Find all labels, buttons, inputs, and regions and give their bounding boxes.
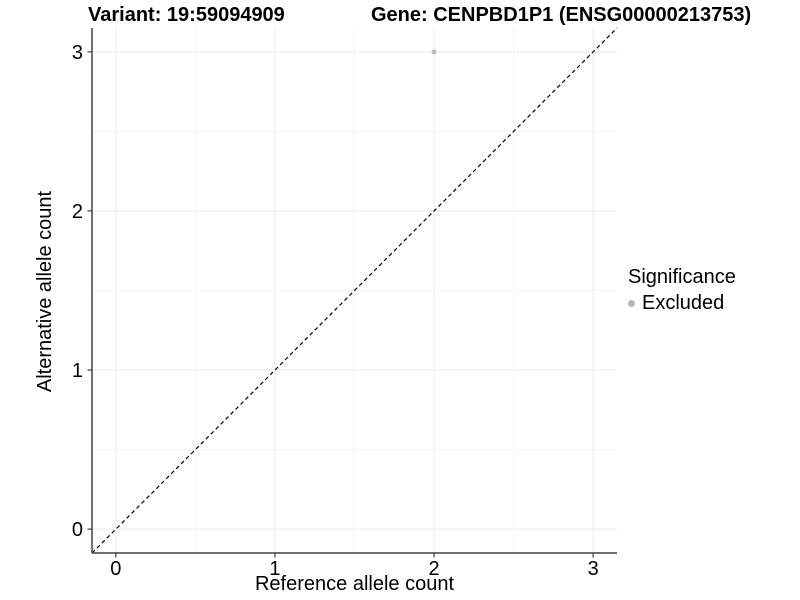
y-tick-label: 3 <box>72 42 83 64</box>
x-tick-label: 0 <box>110 558 121 580</box>
legend-item-excluded: Excluded <box>628 292 736 315</box>
legend-point-icon <box>628 300 635 307</box>
y-axis-title: Alternative allele count <box>34 190 56 393</box>
y-tick-label: 0 <box>72 519 83 541</box>
legend-item-label: Excluded <box>642 292 725 314</box>
x-tick-label: 2 <box>428 558 439 580</box>
y-tick-label: 2 <box>72 201 83 223</box>
identity-line <box>91 27 618 554</box>
gene-title: Gene: CENPBD1P1 (ENSG00000213753) <box>371 4 752 26</box>
data-point <box>431 49 437 55</box>
y-tick-label: 1 <box>72 360 83 382</box>
x-tick-label: 1 <box>269 558 280 580</box>
legend-title: Significance <box>628 266 736 288</box>
legend: Significance Excluded <box>628 266 736 315</box>
x-tick-label: 3 <box>588 558 599 580</box>
variant-title: Variant: 19:59094909 <box>88 4 285 26</box>
x-axis-title: Reference allele count <box>254 573 454 595</box>
